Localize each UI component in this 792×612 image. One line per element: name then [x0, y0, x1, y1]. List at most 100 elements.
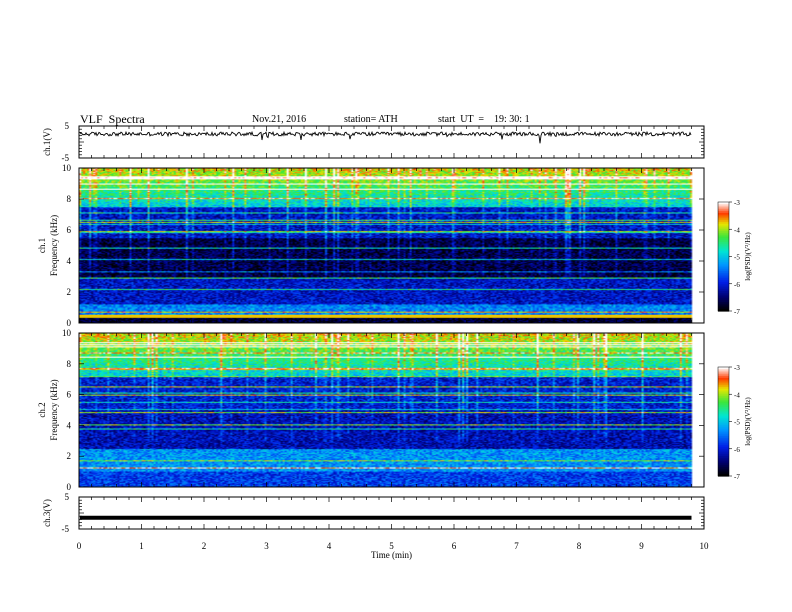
ch1-spectrogram-colorbar-cell: [718, 234, 729, 238]
ch1-spectrogram-colorbar-cell: [718, 263, 729, 267]
ch2-spectrogram-colorbar-cell: [718, 450, 729, 453]
ch2-spectrogram-colorbar-cell: [718, 388, 729, 392]
ch2-spectrogram-ytick-label: 2: [67, 451, 72, 461]
ch2-spectrogram-colorbar-cell: [718, 461, 729, 464]
ch1-spectrogram-colorbar-cell: [718, 241, 729, 245]
ch2-spectrogram-colorbar-cell: [718, 441, 729, 444]
x-tick-label: 10: [700, 541, 710, 551]
ch2-spectrogram-colorbar-cell: [718, 416, 729, 419]
ch1-spectrogram-ytick-label: 2: [67, 287, 72, 297]
ch1-spectrogram-colorbar-cell: [718, 205, 729, 209]
ch2-spectrogram-colorbar-cell: [718, 456, 729, 459]
ch2-spectrogram-colorbar-cell: [718, 437, 729, 441]
ch2-spectrogram-colorbar-cell: [718, 466, 729, 470]
ch2-spectrogram-colorbar-cell: [718, 396, 729, 399]
ch2-spectrogram-colorbar-cell: [718, 446, 729, 450]
x-tick-label: 6: [452, 541, 457, 551]
ch2-spectrogram-colorbar-cell: [718, 432, 729, 435]
ch2-spectrogram-colorbar-cell: [718, 448, 729, 452]
x-tick-label: 7: [514, 541, 519, 551]
ch1-spectrogram-ytick-label: 10: [62, 163, 72, 173]
ch2-spectrogram-ytick-label: 8: [67, 359, 72, 369]
ch1-spectrogram-ytick-label: 8: [67, 194, 72, 204]
ch2-spectrogram-colorbar-cell: [718, 401, 729, 404]
ch2-spectrogram-colorbar-cell: [718, 426, 729, 430]
ch1-spectrogram-colorbar-cell: [718, 301, 729, 305]
ch1-spectrogram-colorbar-cell: [718, 249, 729, 252]
ch1-spectrogram-colorbar-cell: [718, 260, 729, 263]
ch1-spectrogram-colorbar-cell: [718, 251, 729, 254]
ch1-spectrogram-colorbar-cell: [718, 231, 729, 234]
x-tick-label: 8: [577, 541, 582, 551]
ch2-spectrogram-colorbar-cell: [718, 434, 729, 437]
ch2-spectrogram-colorbar-cell: [718, 376, 729, 379]
ch2-spectrogram-colorbar-cell: [718, 386, 729, 390]
ch2-spectrogram-colorbar-cell: [718, 397, 729, 401]
ch2-spectrogram-colorbar-tick-label: -6: [734, 446, 740, 454]
ch1-spectrogram-colorbar-cell: [718, 300, 729, 303]
ch2-spectrogram-colorbar-tick-label: -4: [734, 391, 740, 399]
ch2-spectrogram-colorbar-cell: [718, 406, 729, 410]
ch3-waveform-ylabel: ch.3(V): [42, 499, 52, 527]
ch2-spectrogram-colorbar-cell: [718, 381, 729, 384]
ch2-spectrogram-colorbar-cell: [718, 403, 729, 406]
ch1-spectrogram-colorbar-cell: [718, 218, 729, 221]
ch2-spectrogram-colorbar-cell: [718, 436, 729, 439]
ch3-waveform-ytick-label: 5: [65, 492, 70, 502]
ch2-spectrogram-colorbar-cell: [718, 459, 729, 463]
ch2-spectrogram-colorbar-cell: [718, 367, 729, 370]
ch1-spectrogram-colorbar-tick-label: -4: [734, 226, 740, 234]
ch2-spectrogram-colorbar-cell: [718, 383, 729, 386]
ch2-spectrogram-colorbar-label: log(PSD)(V²/Hz): [744, 397, 752, 446]
ch2-spectrogram-colorbar-cell: [718, 419, 729, 423]
ch1-spectrogram-colorbar-cell: [718, 254, 729, 258]
ch1-spectrogram-colorbar-cell: [718, 207, 729, 210]
ch2-spectrogram-colorbar-cell: [718, 430, 729, 433]
ch2-spectrogram-colorbar-cell: [718, 394, 729, 397]
ch1-spectrogram-ytick-label: 4: [67, 256, 72, 266]
ch2-spectrogram-colorbar-cell: [718, 414, 729, 417]
ch1-spectrogram-colorbar-cell: [718, 236, 729, 239]
ch2-spectrogram-colorbar-cell: [718, 370, 729, 374]
ch1-spectrogram-colorbar-cell: [718, 292, 729, 296]
ch2-spectrogram-ytick-label: 10: [62, 328, 72, 338]
ch2-spectrogram-colorbar-cell: [718, 385, 729, 388]
ch1-spectrogram-colorbar-cell: [718, 247, 729, 250]
ch1-spectrogram-colorbar-cell: [718, 214, 729, 218]
ch1-spectrogram-colorbar-cell: [718, 287, 729, 290]
date-label: Nov.21, 2016: [252, 114, 307, 125]
ch1-spectrogram-colorbar-cell: [718, 227, 729, 230]
ch2-spectrogram-colorbar-cell: [718, 465, 729, 468]
start-time-label: start UT = 19: 30: 1: [438, 114, 530, 125]
ch2-spectrogram-colorbar-cell: [718, 452, 729, 455]
ch1-spectrogram-colorbar-cell: [718, 272, 729, 276]
ch2-spectrogram-colorbar-cell: [718, 470, 729, 473]
ch1-spectrogram-colorbar-tick-label: -6: [734, 281, 740, 289]
ch2-spectrogram-colorbar-cell: [718, 421, 729, 424]
ch2-spectrogram-colorbar-cell: [718, 405, 729, 408]
ch1-spectrogram-colorbar-cell: [718, 245, 729, 249]
ch1-spectrogram-colorbar-cell: [718, 271, 729, 274]
ch1-waveform-ytick-label: -5: [62, 153, 70, 163]
ch2-spectrogram-ylabel-channel: ch.2: [37, 402, 47, 417]
ch2-spectrogram-colorbar-cell: [718, 454, 729, 457]
ch1-spectrogram-colorbar-cell: [718, 225, 729, 229]
x-tick-label: 3: [264, 541, 269, 551]
ch1-spectrogram-colorbar-cell: [718, 305, 729, 308]
ch2-spectrogram-colorbar-cell: [718, 372, 729, 375]
ch1-spectrogram-colorbar-label: log(PSD)(V²/Hz): [744, 232, 752, 281]
ch1-spectrogram-ylabel-channel: ch.1: [37, 238, 47, 253]
ch2-spectrogram-ylabel-frequency: Frequency (kHz): [49, 379, 59, 440]
ch2-spectrogram-colorbar-cell: [718, 399, 729, 403]
ch1-spectrogram-colorbar-cell: [718, 209, 729, 212]
ch2-spectrogram-colorbar-cell: [718, 457, 729, 461]
ch1-spectrogram-colorbar-cell: [718, 294, 729, 298]
ch1-spectrogram-colorbar-cell: [718, 269, 729, 272]
ch1-spectrogram-colorbar-cell: [718, 291, 729, 294]
ch2-spectrogram-colorbar-cell: [718, 374, 729, 377]
x-tick-label: 5: [389, 541, 394, 551]
ch2-spectrogram-colorbar-cell: [718, 408, 729, 412]
ch1-spectrogram-colorbar-cell: [718, 265, 729, 268]
ch2-spectrogram-colorbar-cell: [718, 439, 729, 443]
